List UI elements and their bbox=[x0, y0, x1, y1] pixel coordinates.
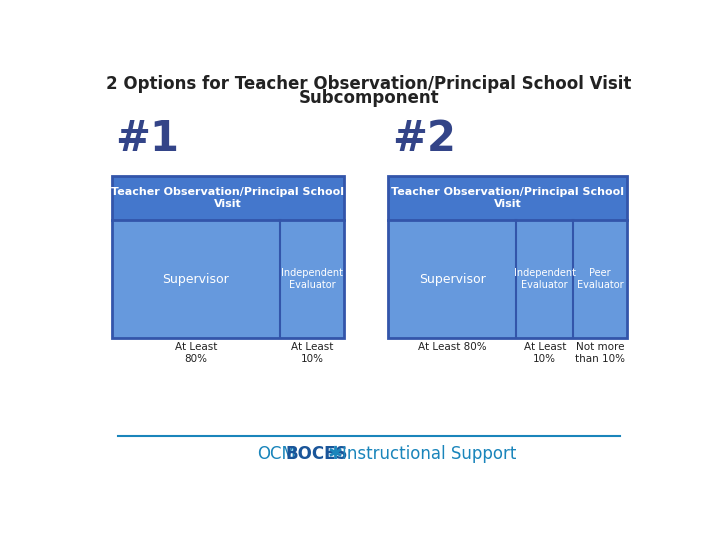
Text: OCM: OCM bbox=[258, 444, 296, 463]
Bar bbox=[112, 177, 344, 338]
Text: Teacher Observation/Principal School
Visit: Teacher Observation/Principal School Vis… bbox=[391, 187, 624, 209]
Text: At Least
10%: At Least 10% bbox=[291, 342, 333, 363]
Bar bbox=[388, 177, 627, 338]
Bar bbox=[388, 220, 627, 338]
Text: At Least 80%: At Least 80% bbox=[418, 342, 487, 352]
Bar bbox=[388, 177, 627, 220]
Text: Independent
Evaluator: Independent Evaluator bbox=[282, 268, 343, 290]
Text: Supervisor: Supervisor bbox=[419, 273, 485, 286]
Text: #1: #1 bbox=[116, 118, 179, 160]
Text: BOCES: BOCES bbox=[285, 444, 348, 463]
Text: Teacher Observation/Principal School
Visit: Teacher Observation/Principal School Vis… bbox=[112, 187, 344, 209]
Bar bbox=[112, 220, 344, 338]
Text: Instructional Support: Instructional Support bbox=[342, 444, 516, 463]
Text: Supervisor: Supervisor bbox=[163, 273, 230, 286]
Text: At Least
80%: At Least 80% bbox=[175, 342, 217, 363]
Text: ✱: ✱ bbox=[328, 444, 343, 463]
Text: 2 Options for Teacher Observation/Principal School Visit: 2 Options for Teacher Observation/Princi… bbox=[107, 75, 631, 93]
Bar bbox=[112, 177, 344, 220]
Text: Subcomponent: Subcomponent bbox=[299, 89, 439, 107]
Text: #2: #2 bbox=[392, 118, 456, 160]
Text: Peer
Evaluator: Peer Evaluator bbox=[577, 268, 624, 290]
Text: At Least
10%: At Least 10% bbox=[523, 342, 566, 363]
Text: Independent
Evaluator: Independent Evaluator bbox=[514, 268, 576, 290]
Text: Not more
than 10%: Not more than 10% bbox=[575, 342, 625, 363]
